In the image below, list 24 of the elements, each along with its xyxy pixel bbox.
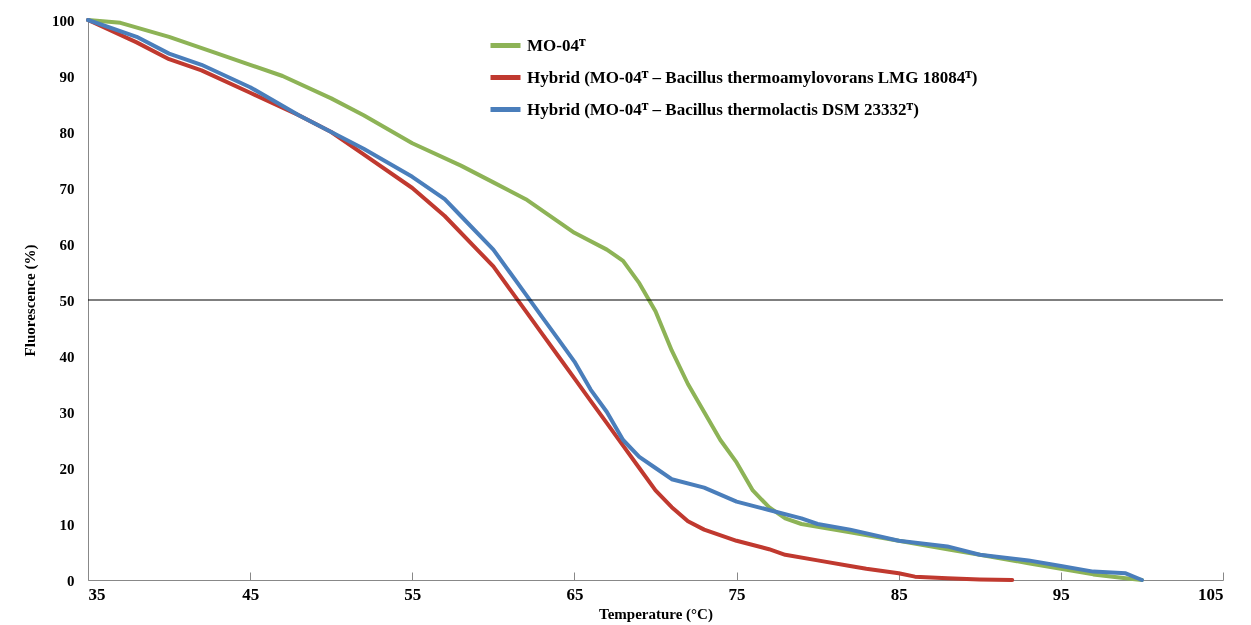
x-tick-label: 95	[1052, 584, 1070, 604]
y-tick-label: 30	[59, 404, 75, 421]
y-tick-label: 100	[52, 12, 75, 29]
legend-label: Hybrid (MO-04ᵀ – Bacillus thermoamylovorans LMG 18084ᵀ)	[527, 67, 978, 87]
x-tick-label: 55	[404, 584, 422, 604]
x-tick-label: 85	[890, 584, 908, 604]
y-tick-label: 0	[67, 572, 75, 589]
y-tick-label: 60	[59, 236, 75, 253]
x-tick-label: 35	[88, 584, 106, 604]
y-tick-label: 40	[59, 348, 75, 365]
y-axis-title: Fluorescence (%)	[22, 244, 39, 357]
legend-label: Hybrid (MO-04ᵀ – Bacillus thermolactis DSM 23332ᵀ)	[527, 99, 919, 119]
y-tick-label: 70	[59, 180, 75, 197]
x-tick-label: 65	[566, 584, 584, 604]
y-tick-label: 80	[59, 124, 75, 141]
x-tick-label: 75	[728, 584, 746, 604]
x-axis-title: Temperature (°C)	[599, 605, 713, 623]
legend-label: MO-04ᵀ	[527, 35, 586, 55]
x-tick-label: 105	[1198, 584, 1224, 604]
y-tick-label: 50	[59, 292, 75, 309]
x-tick-label: 45	[242, 584, 260, 604]
y-tick-label: 10	[59, 516, 75, 533]
y-tick-label: 90	[59, 68, 75, 85]
y-tick-label: 20	[59, 460, 75, 477]
